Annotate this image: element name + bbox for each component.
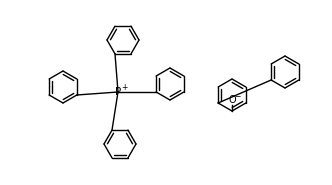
Text: P: P [115, 87, 121, 97]
Text: O: O [228, 95, 236, 105]
Text: +: + [121, 83, 127, 92]
Text: −: − [234, 92, 240, 102]
